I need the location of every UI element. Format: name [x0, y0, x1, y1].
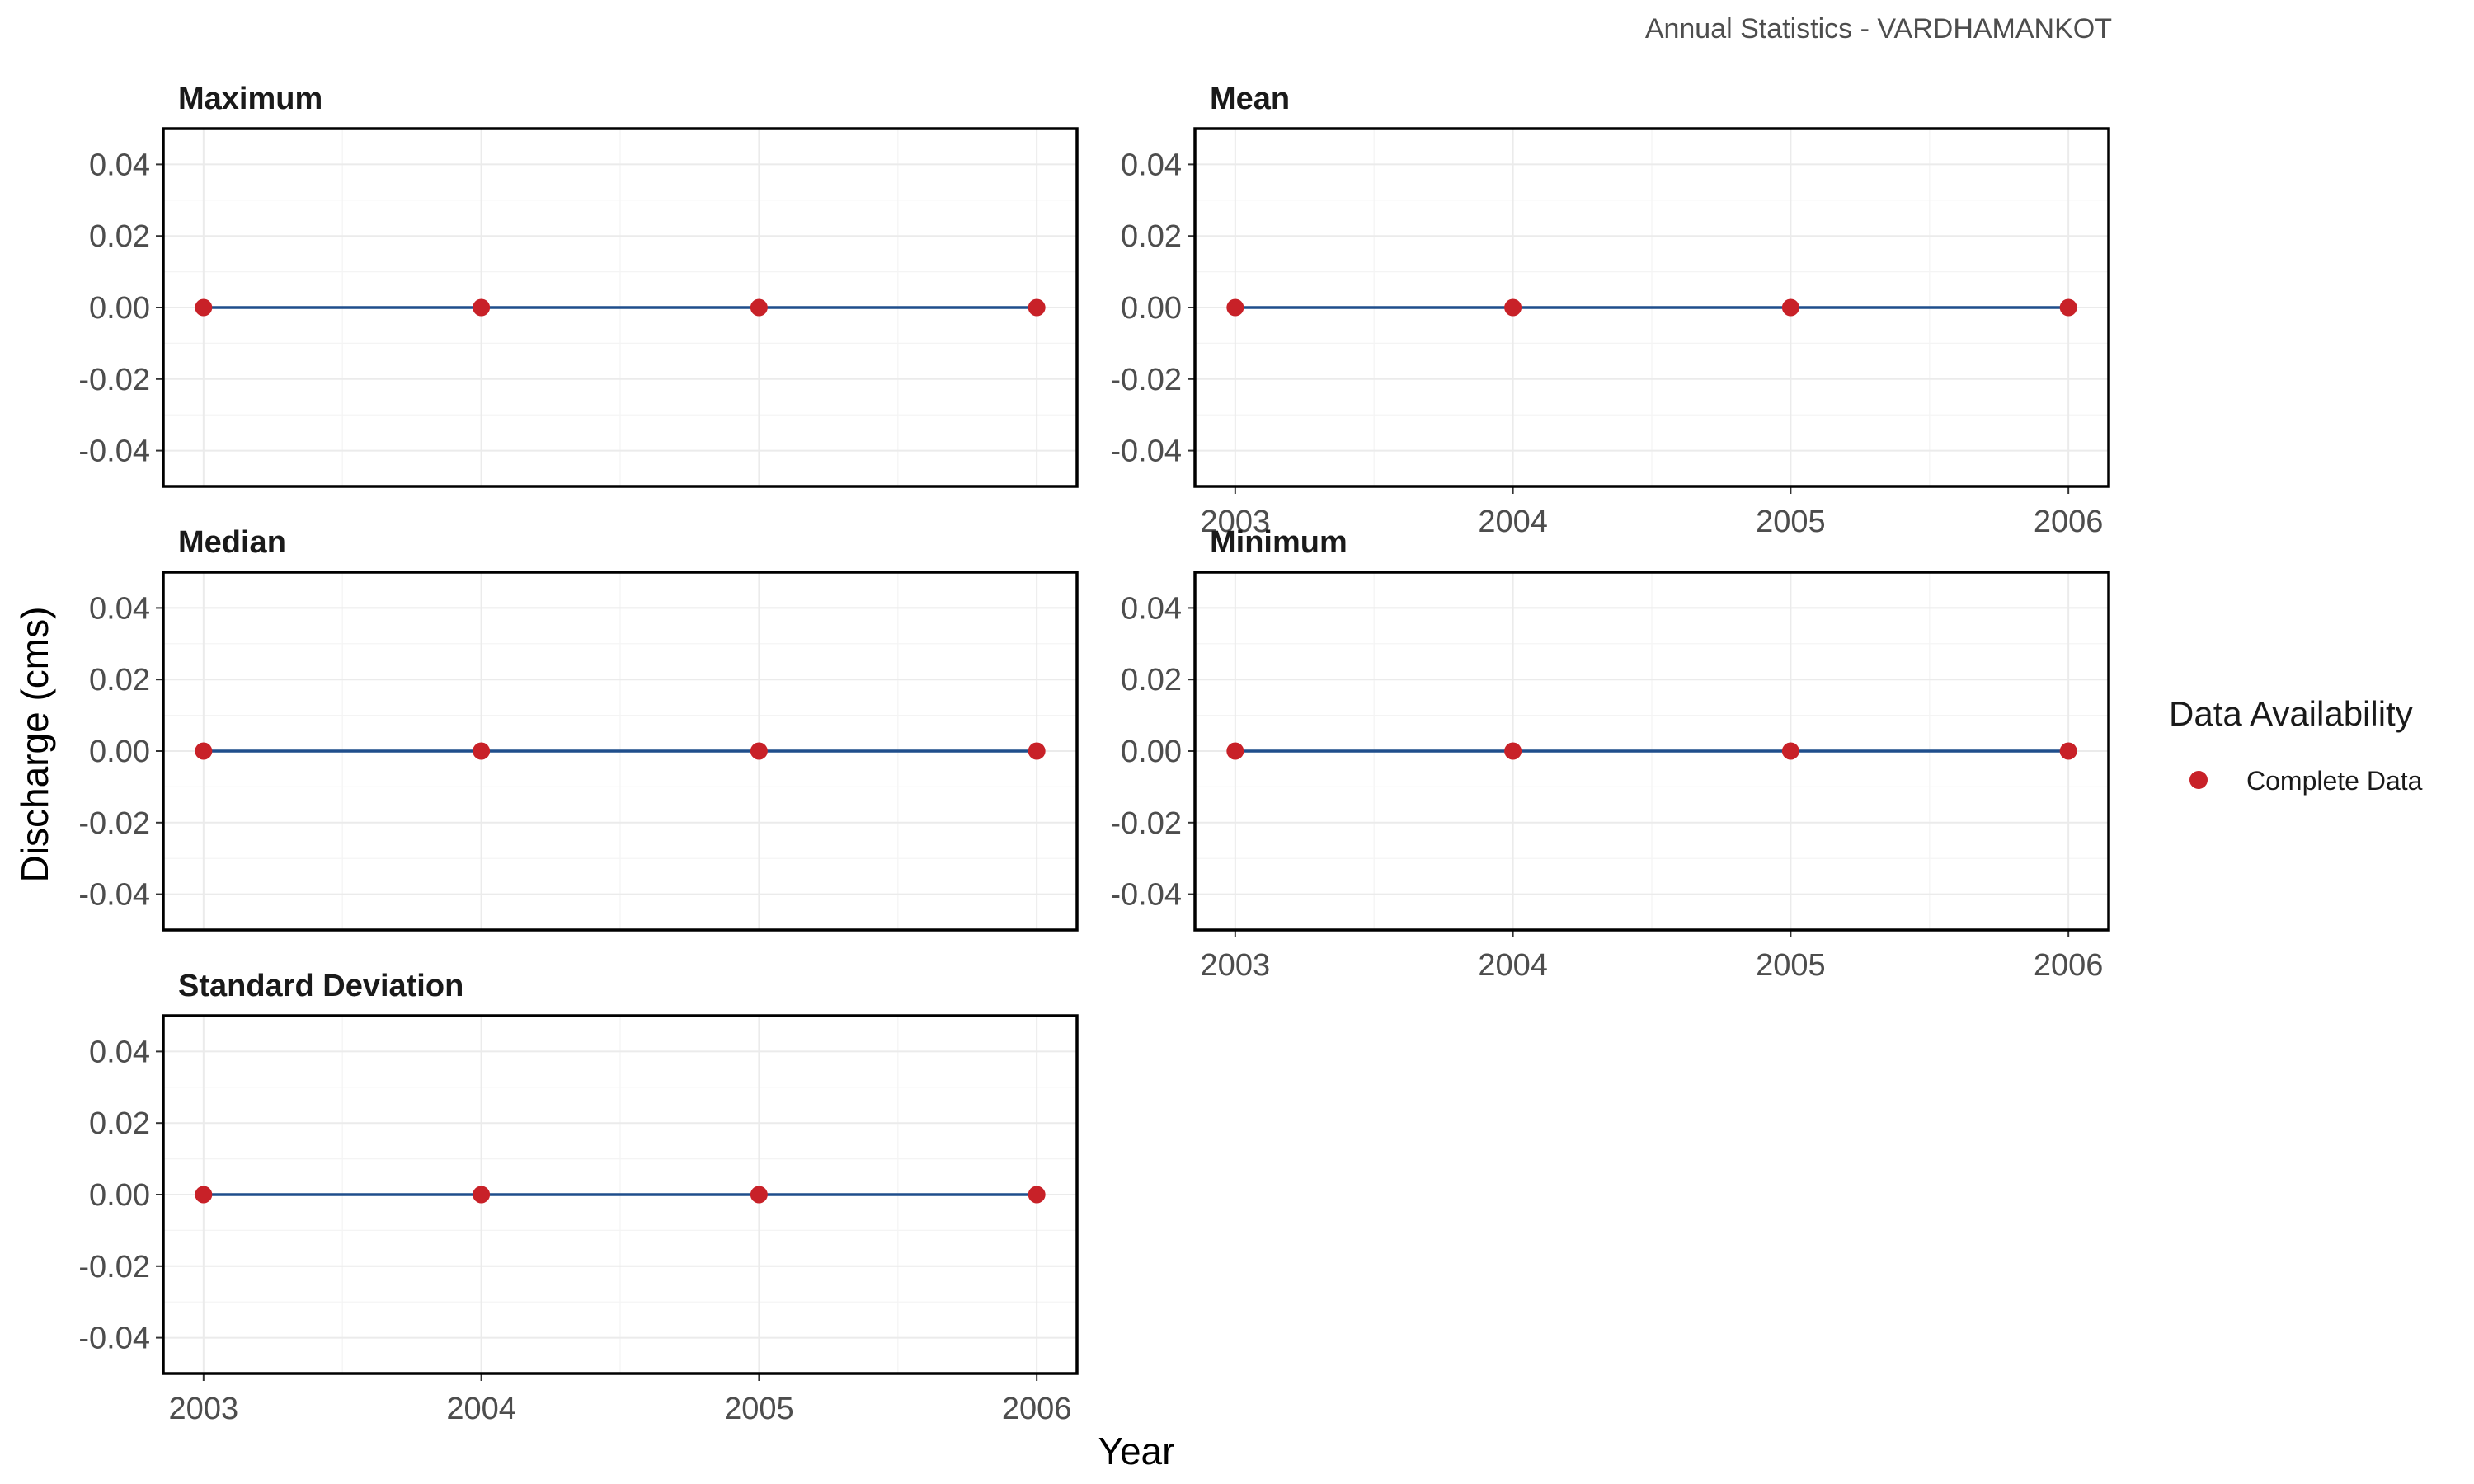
data-point-median-2006: [1028, 742, 1046, 760]
legend-label-complete-data: Complete Data: [2246, 766, 2423, 796]
facet-maximum: Maximum 0.04 0.02 0.00 -0.02 -0.04: [78, 82, 1079, 488]
data-point-median-2004: [473, 742, 491, 760]
data-point-standard-deviation-2005: [750, 1186, 768, 1204]
facet-panels: Maximum 0.04 0.02 0.00 -0.02 -0.04 Mean 0.04 0.0…: [78, 82, 2110, 1426]
y-tick-label: -0.02: [78, 806, 150, 841]
y-tick-label: -0.02: [1110, 363, 1182, 397]
facet-title-minimum: Minimum: [1210, 525, 1348, 560]
y-tick-label: 0.02: [89, 1106, 150, 1141]
facet-title-standard-deviation: Standard Deviation: [178, 969, 463, 1003]
panel-border: [1193, 127, 2110, 488]
x-tick-label: 2005: [1756, 505, 1826, 539]
y-tick-label: 0.00: [89, 1178, 150, 1213]
x-tick-label: 2003: [1201, 948, 1271, 983]
y-tick-label: 0.00: [89, 291, 150, 326]
panel-border: [162, 571, 1079, 932]
y-tick-label: 0.02: [89, 663, 150, 697]
y-tick-label: -0.02: [78, 363, 150, 397]
data-point-mean-2003: [1226, 298, 1244, 317]
y-tick-label: 0.04: [1121, 148, 1182, 182]
data-point-maximum-2005: [750, 298, 768, 317]
x-tick-label: 2005: [724, 1392, 794, 1426]
x-tick-label: 2004: [1478, 948, 1548, 983]
x-tick-label: 2006: [2034, 948, 2104, 983]
y-tick-label: 0.00: [89, 735, 150, 769]
x-tick-label: 2003: [1201, 505, 1271, 539]
x-tick-label: 2006: [2034, 505, 2104, 539]
y-tick-label: 0.02: [1121, 663, 1182, 697]
y-tick-label: -0.02: [1110, 806, 1182, 841]
y-tick-label: 0.00: [1121, 291, 1182, 326]
data-point-minimum-2006: [2059, 742, 2077, 760]
y-tick-label: 0.04: [89, 1035, 150, 1069]
legend: Data Availability Complete Data: [2169, 694, 2423, 796]
facet-mean: Mean 0.04 0.02 0.00 -0.02 -0.04 2003 2004 2005 20…: [1110, 82, 2110, 539]
x-tick-label: 2005: [1756, 948, 1826, 983]
y-tick-label: -0.04: [78, 878, 150, 913]
facet-median: Median 0.04 0.02 0.00 -0.02 -0.04: [78, 525, 1079, 932]
data-point-standard-deviation-2004: [473, 1186, 491, 1204]
data-point-mean-2005: [1781, 298, 1799, 317]
y-tick-label: -0.04: [1110, 878, 1182, 913]
y-tick-label: -0.04: [78, 434, 150, 469]
panel-border: [162, 127, 1079, 488]
data-point-mean-2006: [2059, 298, 2077, 317]
data-point-standard-deviation-2006: [1028, 1186, 1046, 1204]
facet-minimum: Minimum 0.04 0.02 0.00 -0.02 -0.04 2003 2004 200…: [1110, 525, 2110, 983]
facet-title-median: Median: [178, 525, 286, 560]
panel-border: [1193, 571, 2110, 932]
data-point-standard-deviation-2003: [195, 1186, 213, 1204]
data-point-maximum-2006: [1028, 298, 1046, 317]
y-tick-label: 0.02: [89, 219, 150, 254]
y-tick-label: -0.04: [1110, 434, 1182, 469]
data-point-minimum-2005: [1781, 742, 1799, 760]
data-point-median-2003: [195, 742, 213, 760]
facet-title-mean: Mean: [1210, 82, 1290, 116]
x-tick-label: 2003: [169, 1392, 239, 1426]
y-tick-label: 0.04: [89, 591, 150, 626]
x-tick-label: 2004: [1478, 505, 1548, 539]
data-point-median-2005: [750, 742, 768, 760]
y-tick-label: 0.04: [1121, 591, 1182, 626]
data-point-minimum-2003: [1226, 742, 1244, 760]
x-tick-label: 2006: [1002, 1392, 1072, 1426]
y-tick-label: 0.00: [1121, 735, 1182, 769]
data-point-mean-2004: [1504, 298, 1522, 317]
legend-title: Data Availability: [2169, 694, 2413, 733]
y-tick-label: -0.02: [78, 1250, 150, 1284]
y-tick-label: -0.04: [78, 1322, 150, 1356]
legend-key-complete-data: [2189, 771, 2208, 789]
facet-title-maximum: Maximum: [178, 82, 322, 116]
x-tick-label: 2004: [446, 1392, 516, 1426]
data-point-minimum-2004: [1504, 742, 1522, 760]
data-point-maximum-2004: [473, 298, 491, 317]
facet-standard-deviation: Standard Deviation 0.04 0.02 0.00 -0.02 -0.04…: [78, 969, 1079, 1426]
data-point-maximum-2003: [195, 298, 213, 317]
panel-border: [162, 1014, 1079, 1375]
y-tick-label: 0.02: [1121, 219, 1182, 254]
y-axis-title: Discharge (cms): [13, 607, 56, 883]
y-tick-label: 0.04: [89, 148, 150, 182]
x-axis-title: Year: [1098, 1430, 1175, 1472]
chart-subtitle: Annual Statistics - VARDHAMANKOT: [1645, 13, 2112, 45]
